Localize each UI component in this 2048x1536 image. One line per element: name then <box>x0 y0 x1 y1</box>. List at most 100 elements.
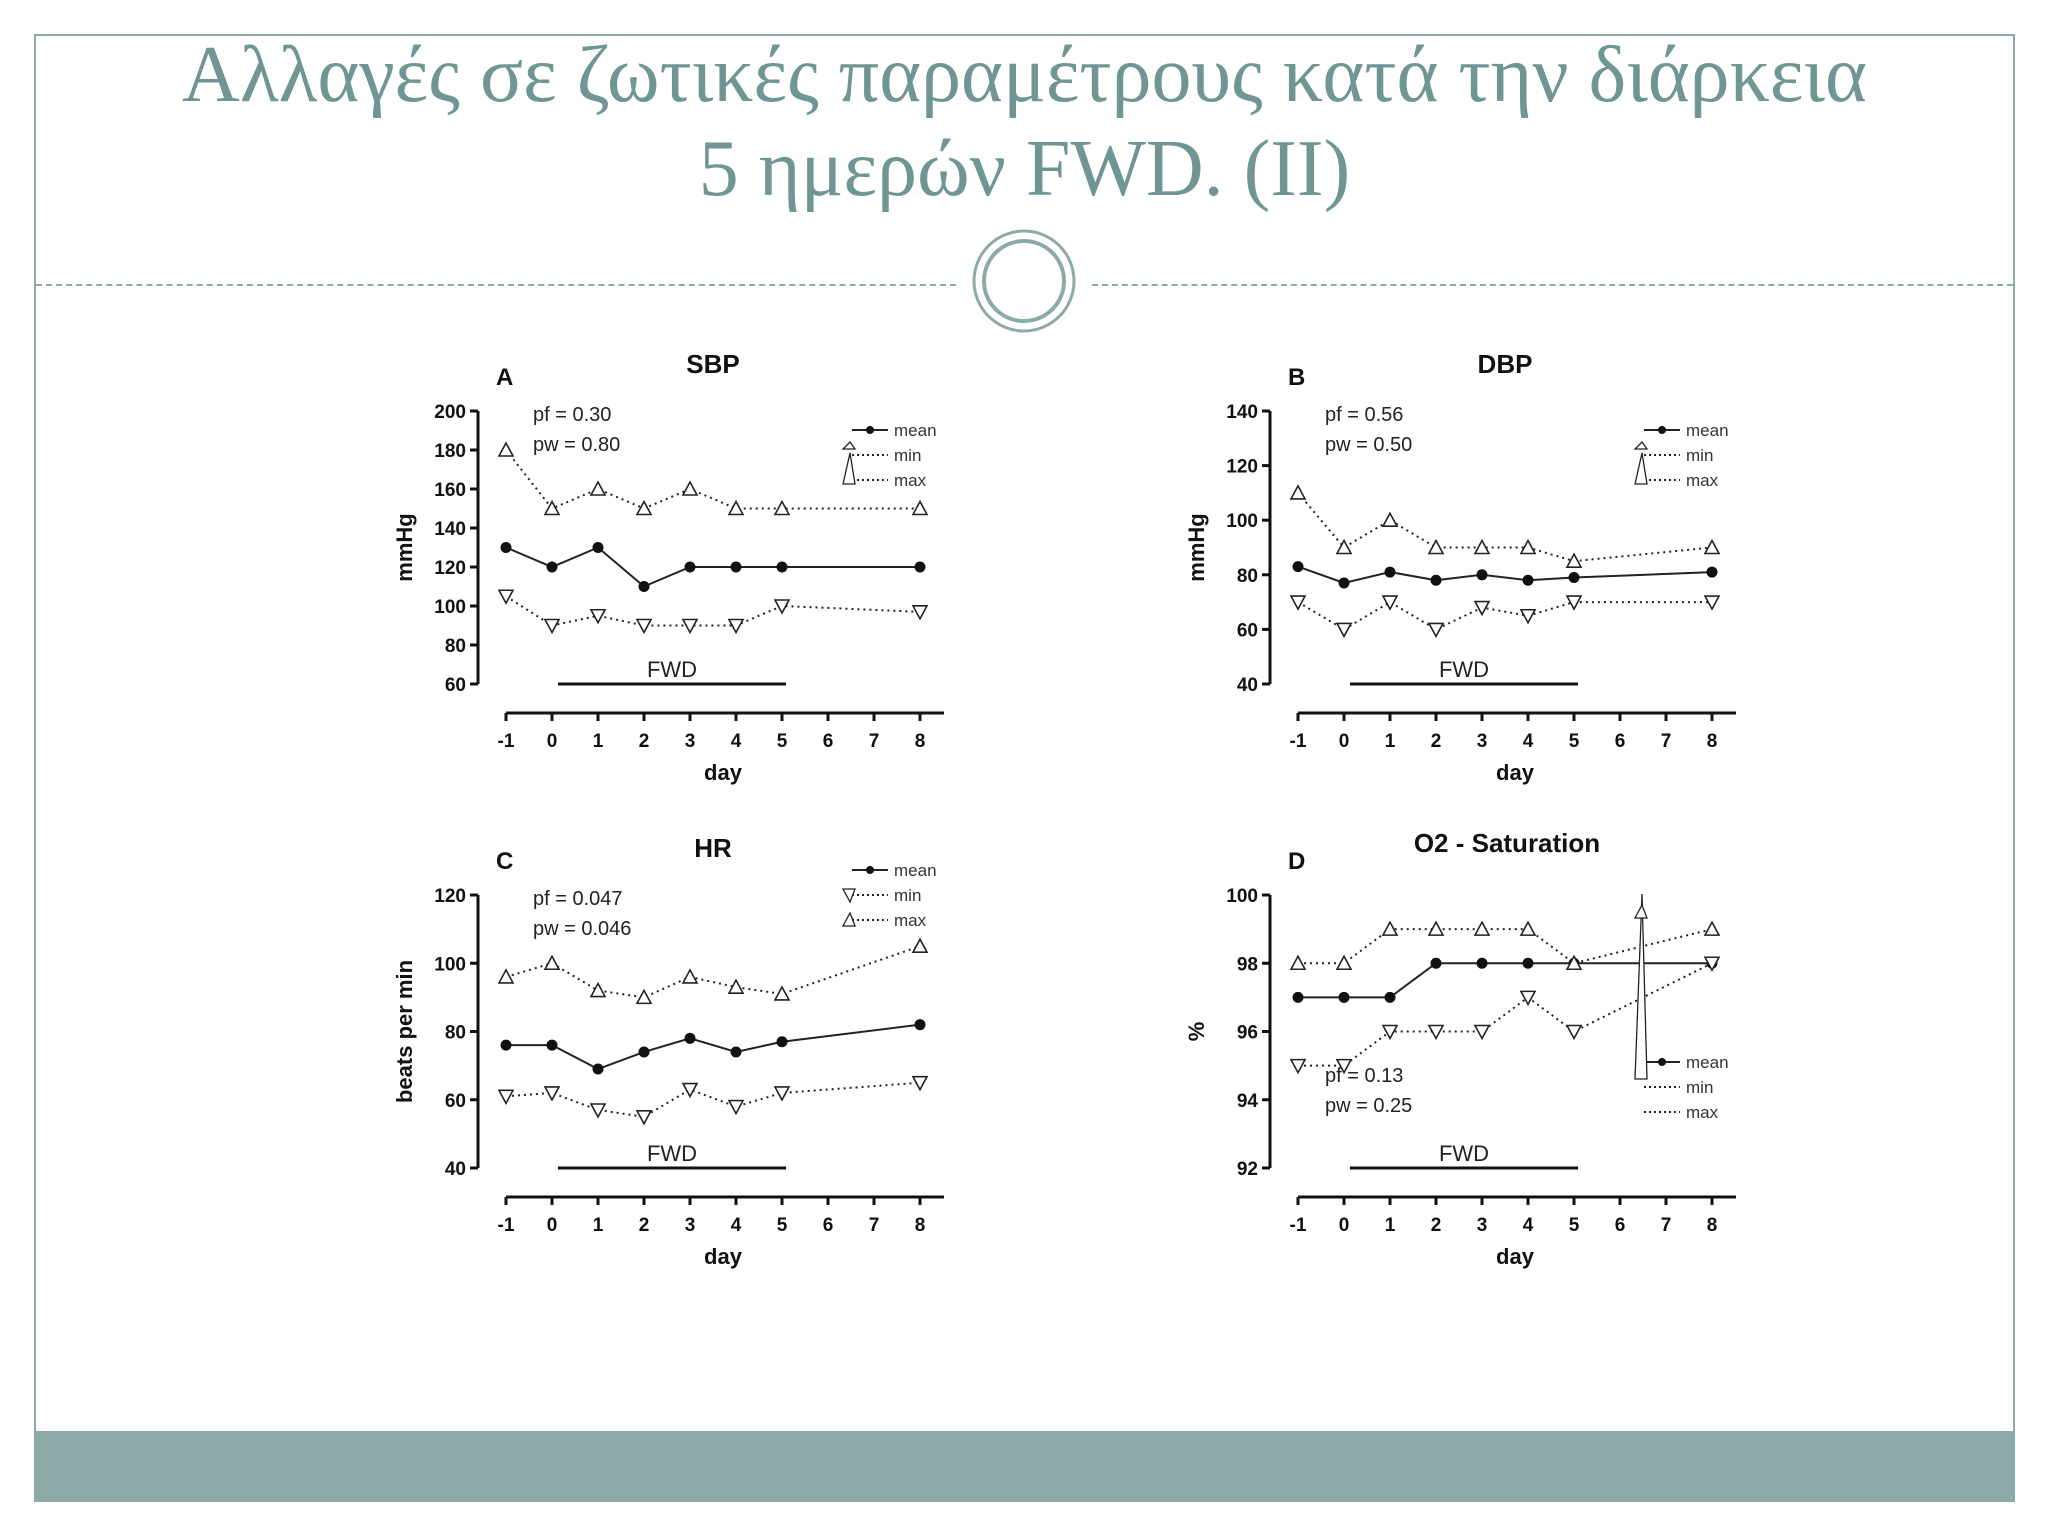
legend-label: mean <box>894 861 937 880</box>
x-tick-label: 8 <box>1707 731 1718 752</box>
y-tick-label: 80 <box>445 636 466 657</box>
point-min <box>497 1089 515 1106</box>
point-mean <box>914 1019 926 1031</box>
point-min <box>1289 1058 1307 1075</box>
x-tick-label: 0 <box>547 731 558 752</box>
y-tick-label: 160 <box>434 480 466 501</box>
point-max <box>543 499 561 516</box>
legend-marker-mean <box>1658 426 1666 434</box>
point-mean <box>730 561 742 573</box>
point-min <box>1335 1058 1353 1075</box>
x-axis-label: day <box>704 1244 743 1269</box>
fwd-label: FWD <box>647 657 697 682</box>
series-line-max <box>1298 928 1713 965</box>
x-tick-label: -1 <box>498 731 515 752</box>
x-tick-label: 7 <box>869 731 880 752</box>
y-tick-label: 40 <box>1237 675 1258 696</box>
series-line-min <box>1298 962 1713 1067</box>
y-tick-label: 100 <box>434 597 466 618</box>
point-mean <box>776 1036 788 1048</box>
x-axis-label: day <box>1496 1244 1535 1269</box>
point-min <box>1565 1024 1583 1041</box>
point-mean <box>1522 574 1534 586</box>
y-tick-label: 100 <box>1226 511 1258 532</box>
series-line-min <box>1297 600 1712 631</box>
point-mean <box>1338 577 1350 589</box>
point-min <box>1703 595 1721 611</box>
point-max <box>497 968 515 984</box>
y-tick-label: 120 <box>1226 457 1258 478</box>
point-max <box>1335 538 1353 555</box>
stat-text: pf = 0.13 <box>1325 1065 1403 1087</box>
x-tick-label: 8 <box>915 1215 926 1236</box>
legend-marker-max <box>1634 452 1648 485</box>
chart-panel-C: C HR 40 60 80 100 120 beats per min -1 0 1 2 3 4 5 6 7 8 d… <box>392 833 944 1269</box>
legend-marker-min <box>1634 893 1648 1080</box>
x-tick-label: 1 <box>593 731 604 752</box>
footer-band <box>34 1431 2015 1502</box>
point-max <box>727 978 745 994</box>
stat-text: pw = 0.046 <box>533 918 631 940</box>
point-mean <box>546 1039 558 1051</box>
title-divider-left <box>36 284 956 286</box>
x-tick-label: 6 <box>823 1215 834 1236</box>
point-min <box>1565 595 1583 611</box>
series-line-min <box>505 595 921 627</box>
y-tick-label: 60 <box>1237 620 1258 641</box>
point-max <box>589 480 607 496</box>
circle-ornament-icon <box>972 229 1076 333</box>
point-mean <box>1476 957 1488 969</box>
legend-label: min <box>894 886 921 905</box>
stat-text: pw = 0.50 <box>1325 434 1412 456</box>
fwd-label: FWD <box>1439 657 1489 682</box>
point-mean <box>914 561 926 573</box>
x-tick-label: -1 <box>1290 1215 1307 1236</box>
x-tick-label: 7 <box>1661 1215 1672 1236</box>
point-max <box>635 499 653 516</box>
x-tick-label: 3 <box>685 1215 696 1236</box>
title-line-1: Αλλαγές σε ζωτικές παραμέτρους κατά την … <box>182 31 1867 119</box>
stat-text: pf = 0.30 <box>533 404 611 426</box>
y-tick-label: 80 <box>1237 566 1258 587</box>
point-min <box>543 1086 561 1102</box>
legend-marker-min <box>1633 440 1649 450</box>
x-axis-label: day <box>1496 760 1535 785</box>
panel-letter: C <box>496 848 513 875</box>
point-mean <box>1292 991 1304 1003</box>
y-tick-label: 120 <box>434 886 466 907</box>
x-tick-label: 3 <box>685 731 696 752</box>
point-min <box>911 605 929 621</box>
x-tick-label: 5 <box>777 731 788 752</box>
series-line-mean <box>1298 962 1712 999</box>
panel-letter: B <box>1288 364 1305 391</box>
point-mean <box>592 1063 604 1075</box>
point-mean <box>1568 572 1580 584</box>
x-tick-label: -1 <box>1290 731 1307 752</box>
y-axis-label: mmHg <box>392 513 417 581</box>
point-max <box>497 441 515 457</box>
x-tick-label: 6 <box>823 731 834 752</box>
point-max <box>773 985 791 1001</box>
legend-marker-max <box>1633 903 1648 919</box>
point-min <box>1519 990 1537 1007</box>
legend-label: max <box>1686 1103 1719 1122</box>
point-min <box>1473 1024 1491 1041</box>
point-max <box>1565 552 1583 568</box>
point-mean <box>638 1046 650 1058</box>
y-tick-label: 180 <box>434 441 466 462</box>
point-max <box>1381 511 1399 527</box>
y-tick-label: 200 <box>434 402 466 423</box>
x-tick-label: 3 <box>1477 731 1488 752</box>
chart-title: DBP <box>1478 349 1533 379</box>
point-min <box>681 618 699 635</box>
point-min <box>1519 608 1537 625</box>
y-axis-label: beats per min <box>392 960 417 1103</box>
point-max <box>1427 538 1445 555</box>
point-mean <box>684 1032 696 1044</box>
x-tick-label: 0 <box>1339 1215 1350 1236</box>
y-tick-label: 60 <box>445 1091 466 1112</box>
y-tick-label: 140 <box>1226 402 1258 423</box>
y-tick-label: 60 <box>445 675 466 696</box>
point-min <box>589 608 607 625</box>
